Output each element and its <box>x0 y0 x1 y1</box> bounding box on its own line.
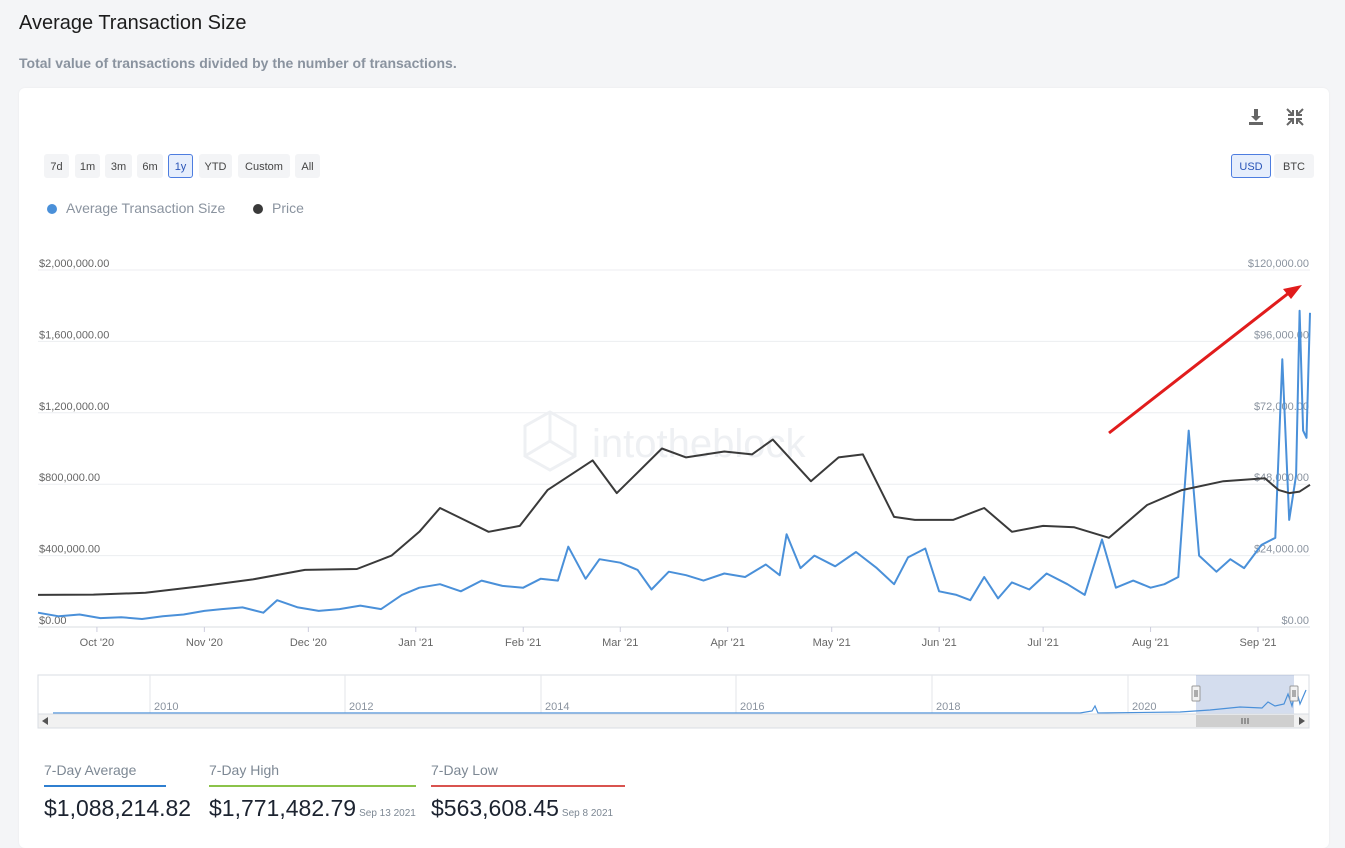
stat-amount: $1,088,214.82 <box>44 795 192 821</box>
legend-price[interactable]: Price <box>253 200 304 216</box>
legend-price-dot <box>253 204 263 214</box>
stat-amount: $1,771,482.79 <box>209 795 357 821</box>
stat-amount: $563,608.45 <box>431 795 559 821</box>
stat-underline <box>431 785 625 787</box>
range-btn-custom[interactable]: Custom <box>238 154 290 178</box>
stat-value: $1,088,214.82 <box>44 795 191 822</box>
range-btn-1y[interactable]: 1y <box>168 154 193 178</box>
currency-btn-usd[interactable]: USD <box>1231 154 1271 178</box>
stat-2: 7-Day Low $563,608.45 Sep 8 2021 <box>431 762 625 822</box>
currency-btn-btc[interactable]: BTC <box>1274 154 1314 178</box>
stat-label: 7-Day Low <box>431 762 498 778</box>
stat-label: 7-Day High <box>209 762 280 778</box>
range-btn-6m[interactable]: 6m <box>137 154 163 178</box>
legend-price-label: Price <box>272 200 304 216</box>
stat-0: 7-Day Average $1,088,214.82 <box>44 762 191 822</box>
stat-value: $1,771,482.79 Sep 13 2021 <box>209 795 416 822</box>
legend-ats[interactable]: Average Transaction Size <box>47 200 225 216</box>
stat-1: 7-Day High $1,771,482.79 Sep 13 2021 <box>209 762 416 822</box>
page-title: Average Transaction Size <box>19 12 247 34</box>
stat-date: Sep 8 2021 <box>561 808 614 819</box>
legend-ats-label: Average Transaction Size <box>66 200 226 216</box>
range-btn-all[interactable]: All <box>295 154 320 178</box>
download-icon[interactable] <box>1245 106 1267 128</box>
page-subtitle: Total value of transactions divided by t… <box>19 55 457 71</box>
collapse-icon[interactable] <box>1284 106 1306 128</box>
stat-underline <box>209 785 416 787</box>
stat-underline <box>44 785 166 787</box>
range-btn-1m[interactable]: 1m <box>75 154 100 178</box>
range-btn-7d[interactable]: 7d <box>44 154 69 178</box>
stat-label: 7-Day Average <box>44 762 137 778</box>
range-btn-ytd[interactable]: YTD <box>199 154 232 178</box>
stat-value: $563,608.45 Sep 8 2021 <box>431 795 625 822</box>
legend-ats-dot <box>47 204 57 214</box>
stat-date: Sep 13 2021 <box>359 808 416 819</box>
range-btn-3m[interactable]: 3m <box>105 154 132 178</box>
